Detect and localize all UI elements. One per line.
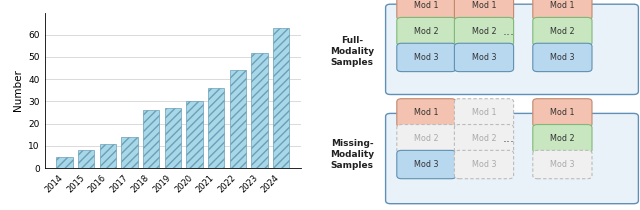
Text: Mod 1: Mod 1 [414, 108, 438, 117]
Text: Mod 2: Mod 2 [472, 27, 496, 36]
FancyBboxPatch shape [397, 150, 456, 179]
Text: Mod 1: Mod 1 [550, 108, 575, 117]
Text: Mod 3: Mod 3 [550, 53, 575, 62]
Y-axis label: Number: Number [13, 69, 23, 111]
Text: Mod 1: Mod 1 [472, 108, 496, 117]
Text: Mod 3: Mod 3 [414, 160, 438, 169]
Text: ...: ... [503, 25, 515, 38]
Bar [186, 101, 203, 168]
FancyBboxPatch shape [532, 99, 592, 127]
FancyBboxPatch shape [454, 150, 514, 179]
Text: Mod 3: Mod 3 [550, 160, 575, 169]
FancyBboxPatch shape [454, 99, 514, 127]
FancyBboxPatch shape [532, 125, 592, 153]
Bar [56, 157, 73, 168]
FancyBboxPatch shape [385, 4, 639, 94]
FancyBboxPatch shape [532, 17, 592, 46]
Text: Mod 2: Mod 2 [550, 27, 575, 36]
Text: Mod 3: Mod 3 [414, 53, 438, 62]
FancyBboxPatch shape [397, 125, 456, 153]
FancyBboxPatch shape [397, 17, 456, 46]
Bar [273, 28, 289, 168]
Bar [230, 70, 246, 168]
Bar [78, 150, 94, 168]
Text: Missing-
Modality
Samples: Missing- Modality Samples [330, 139, 374, 170]
Text: Mod 1: Mod 1 [472, 1, 496, 10]
Text: Mod 2: Mod 2 [414, 27, 438, 36]
Text: Mod 2: Mod 2 [472, 134, 496, 143]
Text: Mod 2: Mod 2 [550, 134, 575, 143]
FancyBboxPatch shape [397, 43, 456, 72]
Text: Mod 1: Mod 1 [550, 1, 575, 10]
Text: Full-
Modality
Samples: Full- Modality Samples [330, 36, 374, 67]
FancyBboxPatch shape [454, 17, 514, 46]
FancyBboxPatch shape [454, 0, 514, 20]
FancyBboxPatch shape [532, 150, 592, 179]
FancyBboxPatch shape [454, 43, 514, 72]
Text: ...: ... [503, 132, 515, 145]
FancyBboxPatch shape [454, 125, 514, 153]
Bar [252, 52, 268, 168]
FancyBboxPatch shape [397, 99, 456, 127]
Text: Mod 3: Mod 3 [472, 160, 496, 169]
Text: Mod 1: Mod 1 [414, 1, 438, 10]
FancyBboxPatch shape [532, 0, 592, 20]
FancyBboxPatch shape [385, 113, 639, 204]
FancyBboxPatch shape [532, 43, 592, 72]
FancyBboxPatch shape [397, 0, 456, 20]
Bar [143, 110, 159, 168]
Bar [122, 137, 138, 168]
Text: Mod 2: Mod 2 [414, 134, 438, 143]
Bar [208, 88, 224, 168]
Bar [164, 108, 181, 168]
Bar [100, 144, 116, 168]
Text: Mod 3: Mod 3 [472, 53, 496, 62]
